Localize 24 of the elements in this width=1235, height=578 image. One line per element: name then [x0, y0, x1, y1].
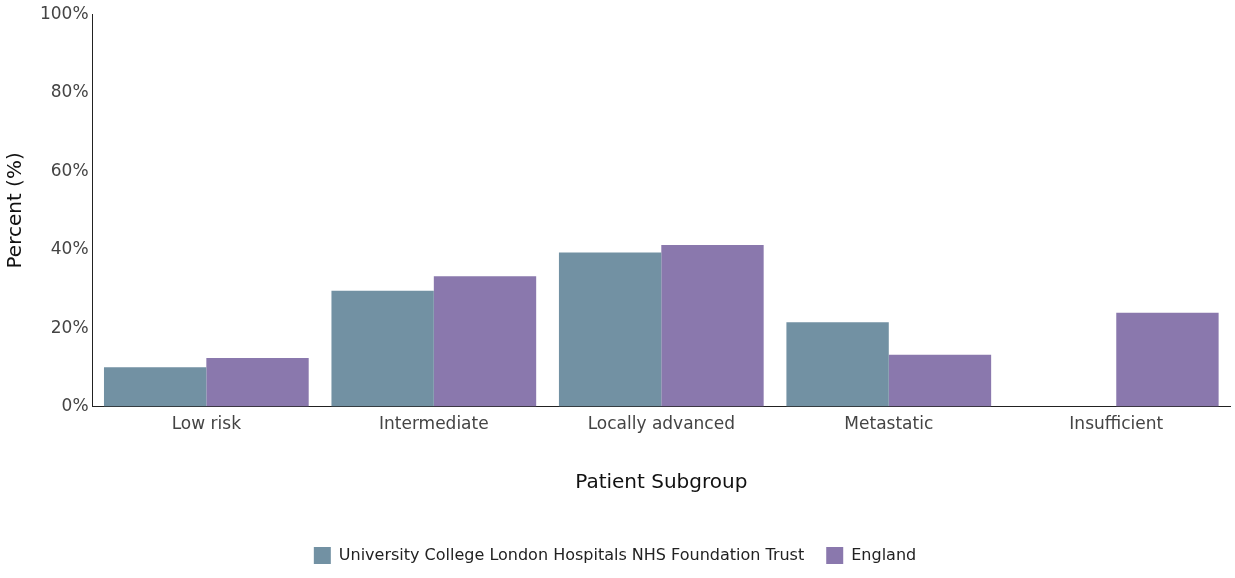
y-tick-label: 100% [39, 2, 89, 23]
y-tick-label: 80% [50, 81, 89, 102]
bar [103, 367, 207, 407]
bar [206, 357, 309, 407]
x-tick-label: Locally advanced [587, 413, 735, 434]
x-axis-title: Patient Subgroup [575, 469, 748, 494]
y-tick-label: 60% [50, 159, 89, 180]
bar [558, 252, 662, 407]
bar [331, 290, 434, 407]
y-tick-label: 40% [50, 238, 89, 259]
x-tick-label: Low risk [171, 413, 242, 434]
y-axis-title: Percent (%) [2, 152, 27, 269]
legend-label: England [851, 544, 917, 564]
x-tick-label: Insufficient [1069, 413, 1164, 434]
y-tick-label: 0% [61, 395, 89, 416]
bar [786, 322, 889, 407]
x-tick-label: Metastatic [844, 413, 934, 434]
legend-label: University College London Hospitals NHS Foundation Trust [338, 544, 805, 564]
y-tick-label: 20% [50, 316, 89, 337]
bar [661, 244, 764, 407]
x-tick-label: Intermediate [378, 413, 489, 434]
bar [888, 354, 992, 407]
bar [433, 276, 537, 407]
bar [1116, 312, 1219, 407]
